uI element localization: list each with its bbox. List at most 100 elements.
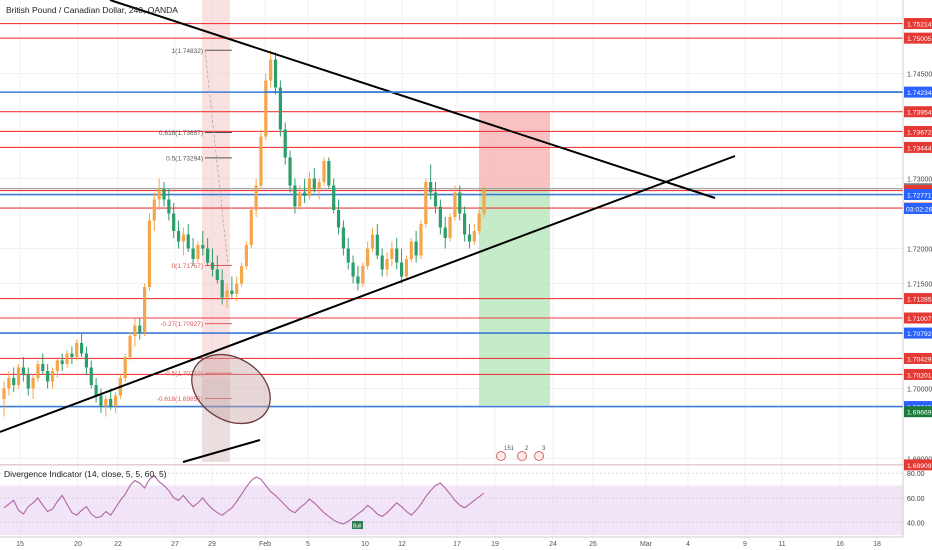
candle-body <box>303 192 307 196</box>
candle-body <box>399 262 404 277</box>
price-tag-box <box>904 312 932 324</box>
countdown-text: 03:02:26 <box>906 207 932 214</box>
candle-body <box>356 276 360 284</box>
countdown-tag: 03:02:26 <box>904 203 932 215</box>
price-tag-box <box>904 406 932 418</box>
x-tick-label: Mar <box>640 541 653 548</box>
indicator-tick-label: 60.00 <box>907 496 925 503</box>
candles <box>2 50 486 417</box>
candle-body <box>152 199 156 221</box>
price-tag-box <box>904 293 932 305</box>
candle-body <box>46 371 50 382</box>
indicator-line <box>3 474 485 525</box>
candle-body <box>84 353 89 368</box>
candle-body <box>89 367 93 385</box>
indicator-tick-label: 40.00 <box>907 521 925 528</box>
candle-body <box>346 248 350 263</box>
candle-body <box>404 259 409 277</box>
fib-label: -0.27(1.70927) <box>160 321 203 328</box>
candle-body <box>438 206 442 228</box>
candle-body <box>482 189 486 214</box>
candle-body <box>225 290 229 298</box>
candle-body <box>390 248 394 259</box>
candle-body <box>322 161 326 182</box>
candle-body <box>395 248 399 263</box>
x-tick-label: 17 <box>453 541 461 548</box>
x-tick-label: 24 <box>549 541 557 548</box>
indicator-band <box>0 485 903 535</box>
x-tick-label: 9 <box>743 541 747 548</box>
take-profit-zone <box>479 188 550 406</box>
candle-body <box>273 59 278 88</box>
candle-body <box>264 80 268 137</box>
price-tag: 1.70792 <box>904 327 932 339</box>
ascending-trendline <box>0 155 736 433</box>
price-tag-text: 1.71007 <box>907 316 932 323</box>
price-tag-text: 1.74234 <box>907 90 932 97</box>
candle-body <box>351 262 355 277</box>
candle-body <box>327 161 331 186</box>
candle-body <box>21 367 25 375</box>
price-tag: 1.74234 <box>904 86 932 98</box>
candle-body <box>128 336 132 357</box>
fib-label: 0.618(1.73657) <box>159 130 203 137</box>
price-tag: 1.73954 <box>904 106 932 118</box>
candle-body <box>215 269 219 280</box>
event-badge-icon <box>517 451 527 461</box>
candle-body <box>31 378 35 389</box>
candle-body <box>458 192 462 214</box>
candle-body <box>312 178 316 189</box>
candle-body <box>113 395 118 406</box>
candle-body <box>332 185 336 210</box>
x-tick-label: 16 <box>836 541 844 548</box>
event-badge-icon <box>534 451 544 461</box>
price-tag-text: 1.75005 <box>907 36 932 43</box>
candle-body <box>288 157 292 186</box>
candle-body <box>269 59 273 81</box>
x-axis: 15 20 22 27 29 Feb 5 10 12 17 19 24 26 Mar 4 9 11 16 18 <box>0 536 903 548</box>
price-tag: 1.71007 <box>904 312 932 324</box>
candle-body <box>220 280 224 298</box>
candle-body <box>75 343 79 357</box>
symbol-title: British Pound / Canadian Dollar, 240, OA… <box>6 5 178 15</box>
highlight-ellipse <box>191 353 271 425</box>
candle-body <box>7 378 11 389</box>
candle-body <box>307 178 312 196</box>
candle-body <box>375 234 379 256</box>
fib-label: -0.5(1.70219) <box>164 371 203 378</box>
candle-body <box>70 353 74 357</box>
candle-body <box>186 234 190 249</box>
candle-body <box>429 182 433 193</box>
candle-body <box>380 255 384 270</box>
indicator-title: Divergence Indicator (14, close, 5, 5, 6… <box>4 469 167 479</box>
candle-body <box>414 241 418 256</box>
price-tag-text: 1.73672 <box>907 129 932 136</box>
price-tag-box <box>904 106 932 118</box>
x-tick-label: 22 <box>114 541 122 548</box>
x-tick-label: 4 <box>686 541 690 548</box>
indicator-tick-label: 80.00 <box>907 471 925 478</box>
price-tag-box <box>904 141 932 153</box>
candle-body <box>201 245 205 249</box>
candle-body <box>366 248 370 266</box>
candle-body <box>206 248 210 263</box>
event-badge: 2 <box>517 446 529 461</box>
fib-connector <box>204 50 229 266</box>
candle-body <box>181 234 185 242</box>
price-tag-text: 1.70201 <box>907 372 932 379</box>
candle-body <box>254 185 258 210</box>
candle-body <box>385 259 389 270</box>
horizontal-levels <box>0 22 903 466</box>
fib-label: 0.5(1.73294) <box>166 155 203 162</box>
candle-body <box>26 374 30 389</box>
descending-trendline <box>109 0 716 199</box>
candle-body <box>433 192 438 207</box>
candle-body <box>157 189 161 200</box>
price-tag: 1.73444 <box>904 141 932 153</box>
candle-body <box>2 388 6 399</box>
candle-body <box>298 192 302 207</box>
x-tick-label: 27 <box>171 541 179 548</box>
price-tag-box <box>904 125 932 137</box>
price-tag-text: 1.73954 <box>907 110 932 117</box>
price-tag-box <box>904 18 932 30</box>
